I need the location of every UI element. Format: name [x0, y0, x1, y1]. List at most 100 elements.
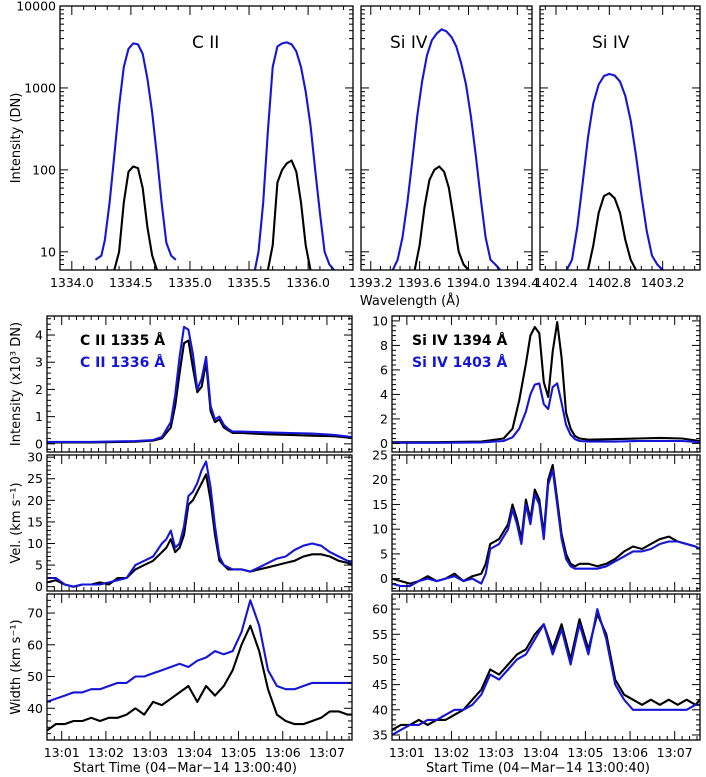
panel-vel_c: 0 5 10 15 20 25 30 Vel. (km s⁻¹) — [9, 450, 353, 594]
x-tick-label: 13:01 — [44, 745, 80, 760]
x-tick-label: 13:07 — [657, 745, 693, 760]
time-x-axis-title-right: Start Time (04−Mar−14 13:00:40) — [426, 761, 650, 776]
panel-int_c: 0 1 2 3 4 Intensity (x10³ DN) C II 1335 Å C II … — [9, 315, 353, 453]
y-tick-label: 35 — [372, 727, 388, 742]
series-group-wid_c — [47, 599, 352, 732]
panel-vel_si: 0 5 10 15 20 25 — [372, 448, 701, 592]
series-line-spec1-1 — [253, 41, 335, 270]
y-tick-label: 15 — [372, 497, 388, 512]
y-tick-label: 20 — [372, 472, 388, 487]
panel-int_si: 0 2 4 6 8 10 Si IV 1394 Å Si IV 1403 Å — [372, 313, 701, 453]
y-tick-label: 100 — [32, 162, 56, 177]
time-x-axis-title-left: Start Time (04−Mar−14 13:00:40) — [73, 761, 297, 776]
y-tick-label: 20 — [27, 493, 43, 508]
y-axis-title: Intensity (DN) — [9, 93, 24, 184]
x-tick-label: 13:06 — [265, 745, 301, 760]
y-tick-label: 5 — [35, 558, 43, 573]
y-tick-label: 10 — [27, 536, 43, 551]
x-tick-label: 13:01 — [389, 745, 425, 760]
legend-entry: Si IV 1394 Å — [412, 332, 508, 349]
series-line-spec2-1 — [413, 165, 470, 270]
series-group-wid_si — [392, 608, 700, 736]
series-group-vel_si — [392, 463, 700, 588]
y-axis-title: Width (km s⁻¹) — [9, 619, 24, 714]
y-tick-label: 25 — [372, 448, 388, 463]
x-tick-label: 13:06 — [612, 745, 648, 760]
x-tick-label: 1393.6 — [398, 275, 442, 290]
panel-spec3: 1402.4 1402.8 1403.2 Si IV — [534, 5, 701, 290]
y-tick-label: 1000 — [24, 80, 56, 95]
y-axis-title: Vel. (km s⁻¹) — [9, 482, 24, 563]
series-line-spec3-1 — [586, 192, 637, 270]
legend-entry: C II 1335 Å — [80, 332, 165, 349]
y-tick-label: 1 — [35, 409, 43, 424]
y-axis-title: Intensity (x10³ DN) — [9, 322, 24, 446]
x-tick-label: 1334.0 — [50, 275, 94, 290]
x-tick-label: 1335.5 — [227, 275, 271, 290]
y-tick-label: 55 — [372, 627, 388, 642]
plot-frame-vel_si — [391, 454, 701, 592]
series-group-spec3 — [565, 72, 664, 270]
plot-frame-int_si — [391, 315, 701, 453]
y-tick-label: 5 — [380, 546, 388, 561]
series-group-spec1 — [94, 41, 335, 270]
y-tick-label: 40 — [372, 702, 388, 717]
panel-spec2: 1393.2 1393.6 1394.0 1394.4 Si IV — [349, 5, 539, 290]
y-tick-label: 6 — [380, 362, 388, 377]
series-line-vel_c-0 — [47, 473, 352, 588]
x-tick-label: 1394.4 — [495, 275, 539, 290]
series-line-wid_si-1 — [392, 608, 700, 736]
panel-title: Si IV — [390, 33, 428, 53]
x-tick-label: 13:05 — [567, 745, 603, 760]
x-tick-label: 1334.5 — [109, 275, 153, 290]
series-line-spec1-0 — [94, 42, 177, 261]
y-tick-label: 10000 — [16, 0, 56, 14]
x-tick-label: 13:04 — [176, 745, 212, 760]
y-tick-label: 4 — [35, 328, 43, 343]
spectral-x-axis-title: Wavelength (Å) — [360, 293, 460, 309]
y-tick-label: 0 — [380, 436, 388, 451]
series-line-spec3-0 — [565, 72, 664, 270]
series-group-spec2 — [391, 28, 501, 270]
legend-entry: Si IV 1403 Å — [412, 354, 508, 371]
panel-title: C II — [192, 33, 219, 53]
x-tick-label: 13:03 — [132, 745, 168, 760]
y-tick-label: 4 — [380, 387, 388, 402]
y-tick-label: 0 — [380, 571, 388, 586]
series-line-wid_c-0 — [47, 624, 352, 732]
series-line-spec1-2 — [113, 165, 158, 270]
x-tick-label: 1393.2 — [349, 275, 393, 290]
y-tick-label: 2 — [380, 411, 388, 426]
x-tick-label: 1335.0 — [168, 275, 212, 290]
x-tick-label: 1403.2 — [641, 275, 685, 290]
x-tick-label: 1402.4 — [534, 275, 578, 290]
x-tick-label: 13:02 — [433, 745, 469, 760]
x-tick-label: 13:05 — [221, 745, 257, 760]
series-line-int_si-1 — [392, 382, 700, 444]
series-group-int_si — [392, 321, 700, 444]
series-line-vel_c-1 — [47, 460, 352, 588]
y-tick-label: 60 — [27, 637, 43, 652]
panel-spec1: 10 100 1000 10000 1334.0 1334.5 1335.0 1335.5 13… — [9, 0, 354, 290]
legend-entry: C II 1336 Å — [80, 354, 165, 371]
y-tick-label: 60 — [372, 602, 388, 617]
panel-wid_si: 35 40 45 50 55 60 13:01 13:02 13:03 13:04 13:05 13:… — [372, 593, 701, 760]
y-tick-label: 0 — [35, 436, 43, 451]
y-tick-label: 30 — [27, 450, 43, 465]
plot-frame-wid_c — [46, 593, 353, 741]
series-line-wid_c-1 — [47, 599, 352, 703]
y-tick-label: 10 — [372, 313, 388, 328]
plot-frame-wid_si — [391, 593, 701, 741]
x-tick-label: 1336.0 — [286, 275, 330, 290]
y-tick-label: 50 — [372, 652, 388, 667]
series-group-vel_c — [47, 460, 352, 588]
y-tick-label: 45 — [372, 677, 388, 692]
y-tick-label: 2 — [35, 382, 43, 397]
x-tick-label: 1394.0 — [447, 275, 491, 290]
series-line-int_c-0 — [47, 339, 352, 444]
series-line-spec2-0 — [391, 28, 501, 270]
y-tick-label: 70 — [27, 606, 43, 621]
y-tick-label: 0 — [35, 579, 43, 594]
